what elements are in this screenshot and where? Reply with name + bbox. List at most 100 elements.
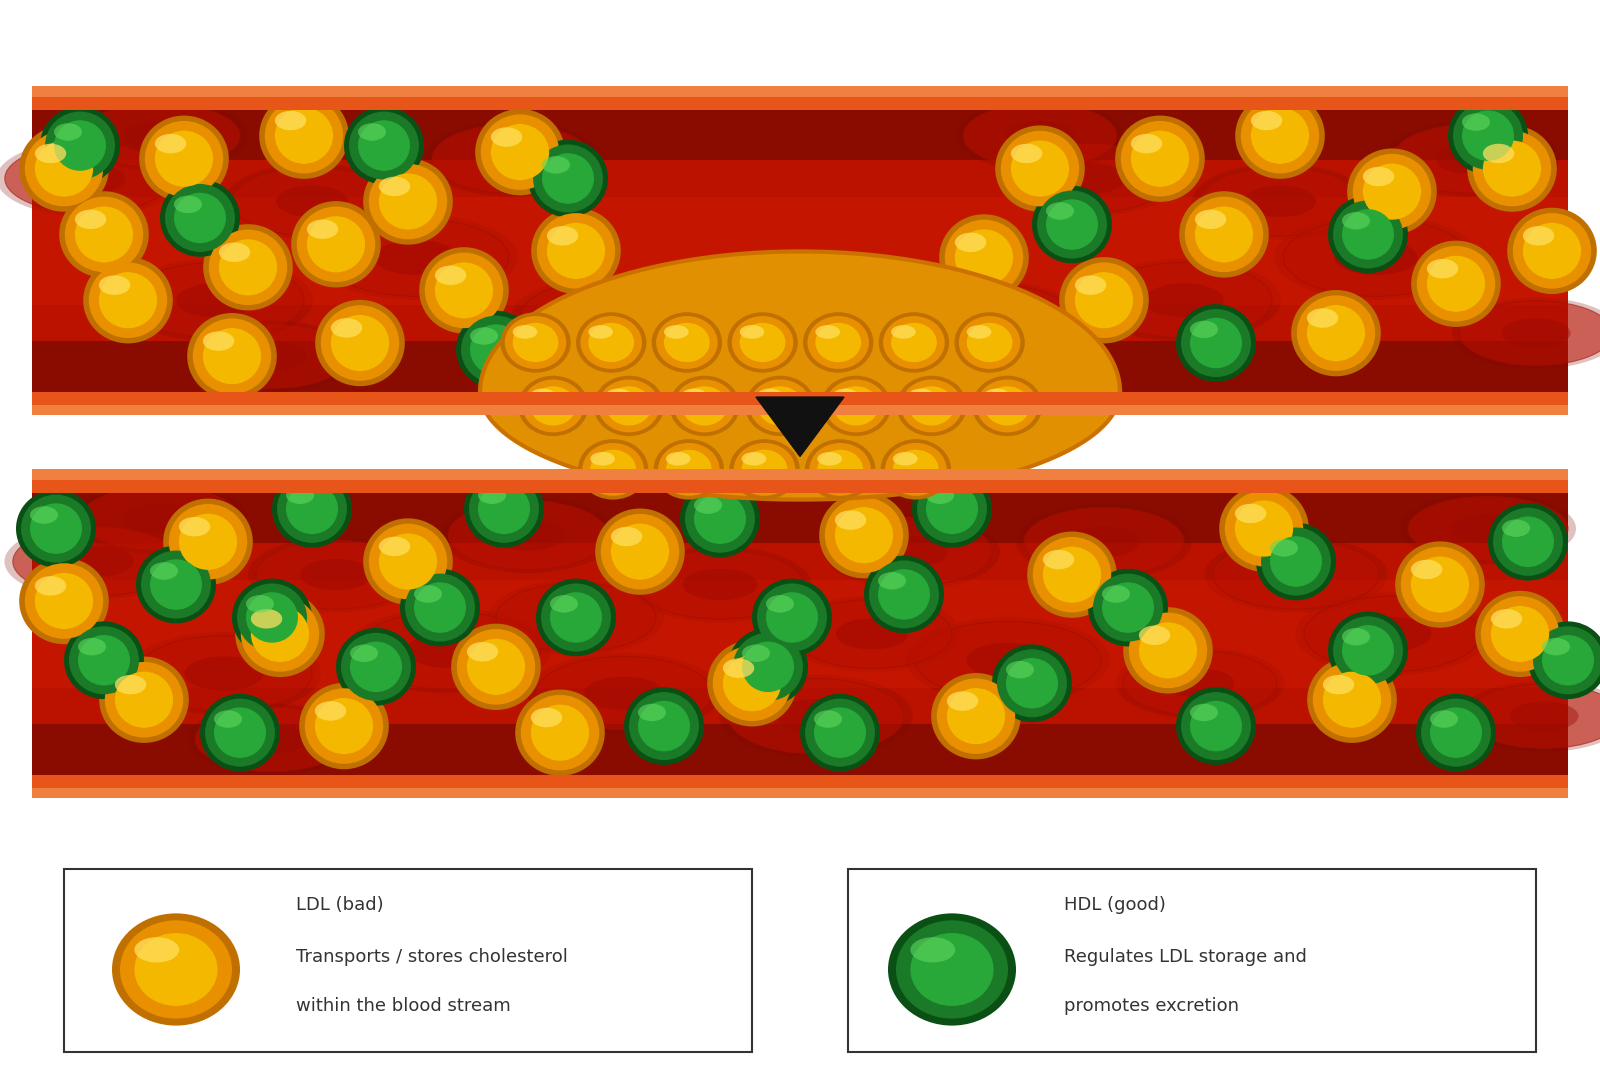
Ellipse shape bbox=[78, 634, 130, 685]
Ellipse shape bbox=[984, 388, 1010, 402]
Ellipse shape bbox=[264, 98, 342, 174]
Polygon shape bbox=[757, 397, 845, 456]
Ellipse shape bbox=[598, 380, 659, 433]
Ellipse shape bbox=[54, 120, 106, 170]
Ellipse shape bbox=[155, 134, 186, 153]
Ellipse shape bbox=[1034, 537, 1110, 613]
Ellipse shape bbox=[910, 938, 955, 962]
Ellipse shape bbox=[520, 279, 696, 354]
Ellipse shape bbox=[728, 679, 904, 754]
Ellipse shape bbox=[286, 487, 314, 504]
Ellipse shape bbox=[1190, 704, 1218, 721]
Ellipse shape bbox=[115, 675, 146, 695]
Ellipse shape bbox=[976, 380, 1038, 433]
Ellipse shape bbox=[1051, 163, 1125, 194]
Ellipse shape bbox=[155, 131, 213, 187]
Ellipse shape bbox=[826, 380, 886, 433]
Ellipse shape bbox=[819, 492, 909, 578]
Ellipse shape bbox=[1093, 574, 1163, 642]
Ellipse shape bbox=[379, 177, 410, 196]
Ellipse shape bbox=[456, 311, 536, 388]
Ellipse shape bbox=[24, 563, 102, 639]
Ellipse shape bbox=[966, 325, 992, 339]
Ellipse shape bbox=[955, 233, 986, 252]
Ellipse shape bbox=[550, 592, 602, 643]
Bar bbox=[32, 469, 1568, 480]
Ellipse shape bbox=[1488, 503, 1568, 581]
Ellipse shape bbox=[1342, 209, 1394, 260]
Bar bbox=[32, 469, 1568, 493]
Ellipse shape bbox=[955, 100, 1125, 172]
Ellipse shape bbox=[742, 452, 766, 465]
Ellipse shape bbox=[896, 920, 1008, 1019]
Ellipse shape bbox=[816, 325, 840, 339]
Ellipse shape bbox=[606, 388, 630, 402]
Ellipse shape bbox=[1528, 622, 1600, 699]
Ellipse shape bbox=[1005, 144, 1171, 213]
Ellipse shape bbox=[1342, 213, 1370, 230]
Ellipse shape bbox=[739, 323, 786, 363]
Ellipse shape bbox=[834, 388, 858, 402]
Ellipse shape bbox=[504, 316, 566, 369]
Ellipse shape bbox=[307, 216, 365, 272]
Ellipse shape bbox=[638, 701, 690, 751]
Ellipse shape bbox=[1523, 226, 1554, 245]
Ellipse shape bbox=[237, 725, 307, 754]
Ellipse shape bbox=[606, 386, 651, 425]
Ellipse shape bbox=[992, 644, 1072, 722]
Ellipse shape bbox=[1274, 215, 1478, 300]
Ellipse shape bbox=[419, 247, 509, 333]
Ellipse shape bbox=[541, 584, 611, 652]
Ellipse shape bbox=[1245, 186, 1315, 217]
Ellipse shape bbox=[664, 325, 688, 339]
Ellipse shape bbox=[232, 167, 392, 236]
Ellipse shape bbox=[315, 701, 346, 721]
Text: within the blood stream: within the blood stream bbox=[296, 997, 510, 1015]
Ellipse shape bbox=[458, 629, 534, 705]
Ellipse shape bbox=[467, 642, 498, 661]
Ellipse shape bbox=[590, 450, 637, 489]
Ellipse shape bbox=[1334, 240, 1418, 275]
Ellipse shape bbox=[358, 123, 386, 140]
Ellipse shape bbox=[349, 111, 419, 179]
Ellipse shape bbox=[1043, 550, 1074, 570]
Ellipse shape bbox=[496, 583, 656, 652]
Ellipse shape bbox=[19, 125, 109, 211]
Ellipse shape bbox=[435, 265, 466, 285]
Ellipse shape bbox=[1502, 519, 1530, 537]
Ellipse shape bbox=[739, 325, 765, 339]
Ellipse shape bbox=[531, 708, 562, 727]
Ellipse shape bbox=[128, 262, 304, 338]
Ellipse shape bbox=[594, 375, 664, 436]
Ellipse shape bbox=[475, 109, 565, 195]
Ellipse shape bbox=[405, 574, 475, 642]
Ellipse shape bbox=[1411, 560, 1442, 579]
Ellipse shape bbox=[515, 689, 605, 776]
Ellipse shape bbox=[120, 920, 232, 1019]
Ellipse shape bbox=[536, 578, 616, 656]
Ellipse shape bbox=[766, 592, 818, 643]
Ellipse shape bbox=[115, 671, 173, 728]
Ellipse shape bbox=[1307, 656, 1397, 743]
Ellipse shape bbox=[1467, 125, 1557, 211]
Ellipse shape bbox=[536, 656, 712, 729]
Ellipse shape bbox=[1088, 259, 1282, 342]
Ellipse shape bbox=[1493, 508, 1563, 576]
Ellipse shape bbox=[826, 497, 902, 573]
Ellipse shape bbox=[1032, 186, 1112, 263]
Ellipse shape bbox=[59, 546, 133, 577]
Ellipse shape bbox=[314, 215, 518, 300]
Ellipse shape bbox=[1307, 305, 1365, 361]
Ellipse shape bbox=[13, 527, 179, 596]
Ellipse shape bbox=[1363, 164, 1421, 220]
Ellipse shape bbox=[184, 656, 264, 691]
Ellipse shape bbox=[1411, 557, 1469, 613]
Ellipse shape bbox=[174, 195, 202, 214]
Ellipse shape bbox=[275, 111, 306, 131]
Ellipse shape bbox=[1059, 257, 1149, 343]
Ellipse shape bbox=[869, 560, 939, 628]
Ellipse shape bbox=[272, 470, 352, 548]
Ellipse shape bbox=[346, 607, 550, 693]
Ellipse shape bbox=[1392, 124, 1552, 193]
Ellipse shape bbox=[187, 313, 277, 399]
